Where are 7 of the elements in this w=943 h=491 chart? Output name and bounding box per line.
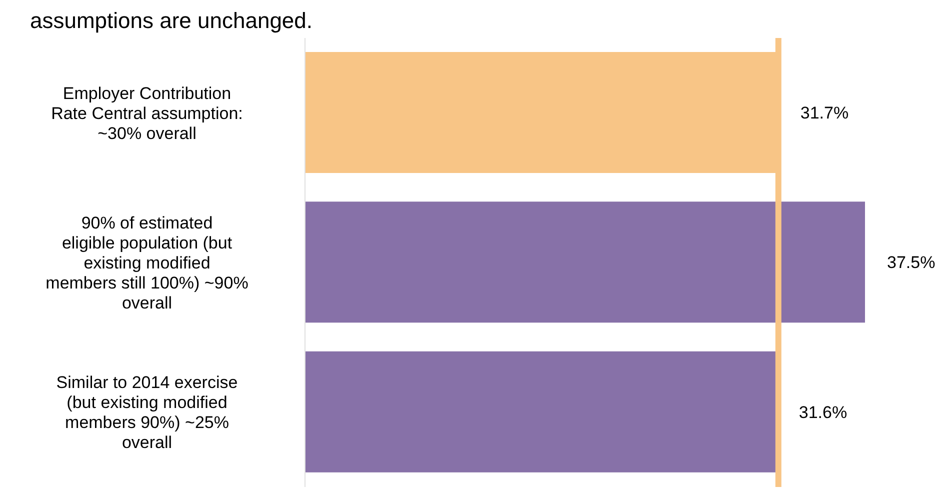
y-tick-label: 90% of estimated eligible population (but existing modified members still 100%) ~90% overall: [46, 213, 248, 312]
chart-title: assumptions are unchanged.: [30, 8, 313, 34]
data-label: 37.5%: [887, 253, 936, 272]
y-tick-label: Employer Contribution Rate Central assumption: ~30% overall: [51, 84, 243, 143]
data-label: 31.7%: [800, 104, 849, 123]
y-tick-label: Similar to 2014 exercise (but existing modified members 90%) ~25% overall: [56, 373, 238, 452]
data-label: 31.6%: [798, 402, 848, 422]
